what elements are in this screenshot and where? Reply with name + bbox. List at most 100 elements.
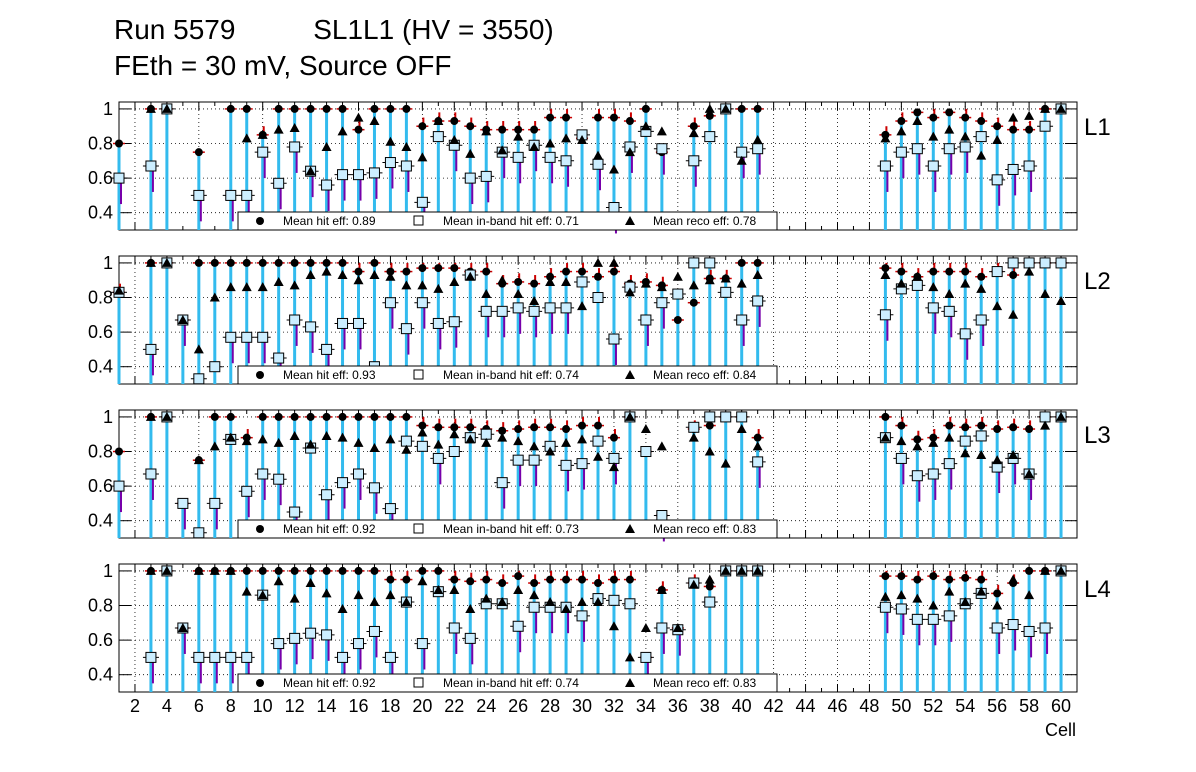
inband-marker xyxy=(736,146,748,158)
inband-marker xyxy=(927,468,939,480)
hit-marker xyxy=(290,566,299,575)
inband-marker xyxy=(991,266,1003,278)
layer-label-l3: L3 xyxy=(1084,422,1111,449)
hit-marker xyxy=(226,258,235,267)
hit-marker xyxy=(562,425,571,434)
reco-marker xyxy=(960,597,971,607)
hit-marker xyxy=(306,104,315,113)
hit-marker xyxy=(354,566,363,575)
reco-marker xyxy=(577,434,588,444)
legend-reco-text: Mean reco eff: 0.78 xyxy=(653,214,757,228)
hit-marker xyxy=(402,575,411,584)
inband-marker xyxy=(145,468,157,480)
inband-marker xyxy=(560,302,572,314)
inband-marker xyxy=(480,428,492,440)
reco-marker xyxy=(433,116,444,126)
hit-marker xyxy=(929,433,938,442)
inband-marker xyxy=(241,331,253,343)
inband-marker xyxy=(959,141,971,153)
x-tick-label: 26 xyxy=(508,696,528,716)
hit-marker xyxy=(753,104,762,113)
hit-marker xyxy=(338,412,347,421)
reco-marker xyxy=(928,600,939,610)
y-tick-label: 0.6 xyxy=(88,630,113,650)
x-tick-label: 56 xyxy=(987,696,1007,716)
reco-marker xyxy=(880,432,891,442)
reco-marker xyxy=(481,126,492,136)
reco-marker xyxy=(513,131,524,141)
reco-marker xyxy=(177,623,188,632)
reco-marker xyxy=(257,434,268,444)
reco-marker xyxy=(289,122,300,132)
legend-reco-text: Mean reco eff: 0.83 xyxy=(653,676,757,690)
reco-marker xyxy=(624,147,635,157)
y-tick-label: 1 xyxy=(103,407,113,427)
hit-marker xyxy=(322,258,331,267)
hit-marker xyxy=(897,421,906,430)
inband-marker xyxy=(943,458,955,470)
reco-marker xyxy=(433,439,444,449)
chart-title-run: Run 5579 SL1L1 (HV = 3550) xyxy=(114,14,554,45)
inband-marker xyxy=(289,632,301,644)
hit-marker xyxy=(242,104,251,113)
reco-marker xyxy=(273,276,284,286)
reco-marker xyxy=(704,446,715,456)
reco-marker xyxy=(928,437,939,447)
hit-marker xyxy=(386,104,395,113)
inband-marker xyxy=(193,651,205,663)
inband-marker xyxy=(927,302,939,314)
reco-marker xyxy=(640,121,651,131)
inband-marker xyxy=(305,627,317,639)
hit-marker xyxy=(322,566,331,575)
hit-marker xyxy=(418,566,427,575)
hit-marker xyxy=(594,579,602,588)
inband-marker xyxy=(353,468,364,480)
reco-marker xyxy=(1024,590,1035,600)
y-tick-label: 0.4 xyxy=(88,357,113,377)
inband-marker xyxy=(688,155,700,167)
reco-marker xyxy=(720,103,731,113)
hit-marker xyxy=(578,421,587,430)
reco-marker xyxy=(545,276,556,286)
inband-marker xyxy=(959,435,971,447)
legend-hit-marker xyxy=(256,679,264,687)
inband-marker xyxy=(368,625,380,637)
hit-marker xyxy=(498,579,507,588)
hit-marker xyxy=(546,113,555,122)
hit-marker xyxy=(977,272,986,281)
reco-marker xyxy=(513,436,524,446)
reco-marker xyxy=(640,278,651,288)
reco-marker xyxy=(880,591,891,601)
hit-marker xyxy=(514,425,523,434)
reco-marker xyxy=(305,166,316,176)
reco-marker xyxy=(401,280,412,290)
hit-marker xyxy=(945,108,954,117)
reco-marker xyxy=(529,590,540,600)
inband-marker xyxy=(177,497,189,509)
reco-marker xyxy=(704,275,715,285)
reco-marker xyxy=(960,448,971,458)
reco-marker xyxy=(353,275,364,285)
hit-marker xyxy=(450,117,459,126)
hit-marker xyxy=(514,125,523,134)
hit-marker xyxy=(226,104,235,113)
hit-marker xyxy=(594,113,602,122)
layer-label-l2: L2 xyxy=(1084,268,1111,295)
hit-marker xyxy=(274,258,283,267)
reco-marker xyxy=(912,593,923,603)
hit-marker xyxy=(562,575,571,584)
reco-marker xyxy=(481,437,492,447)
x-tick-label: 4 xyxy=(162,696,172,716)
reco-marker xyxy=(321,266,332,276)
hit-marker xyxy=(929,267,938,276)
hit-marker xyxy=(913,575,922,584)
hit-marker xyxy=(737,258,746,267)
reco-marker xyxy=(1056,103,1067,113)
inband-marker xyxy=(464,632,476,644)
inband-marker xyxy=(704,411,716,423)
hit-marker xyxy=(338,566,347,575)
inband-marker xyxy=(289,141,301,153)
hit-marker xyxy=(370,258,379,267)
y-tick-label: 0.8 xyxy=(88,134,113,154)
x-tick-label: 44 xyxy=(796,696,816,716)
